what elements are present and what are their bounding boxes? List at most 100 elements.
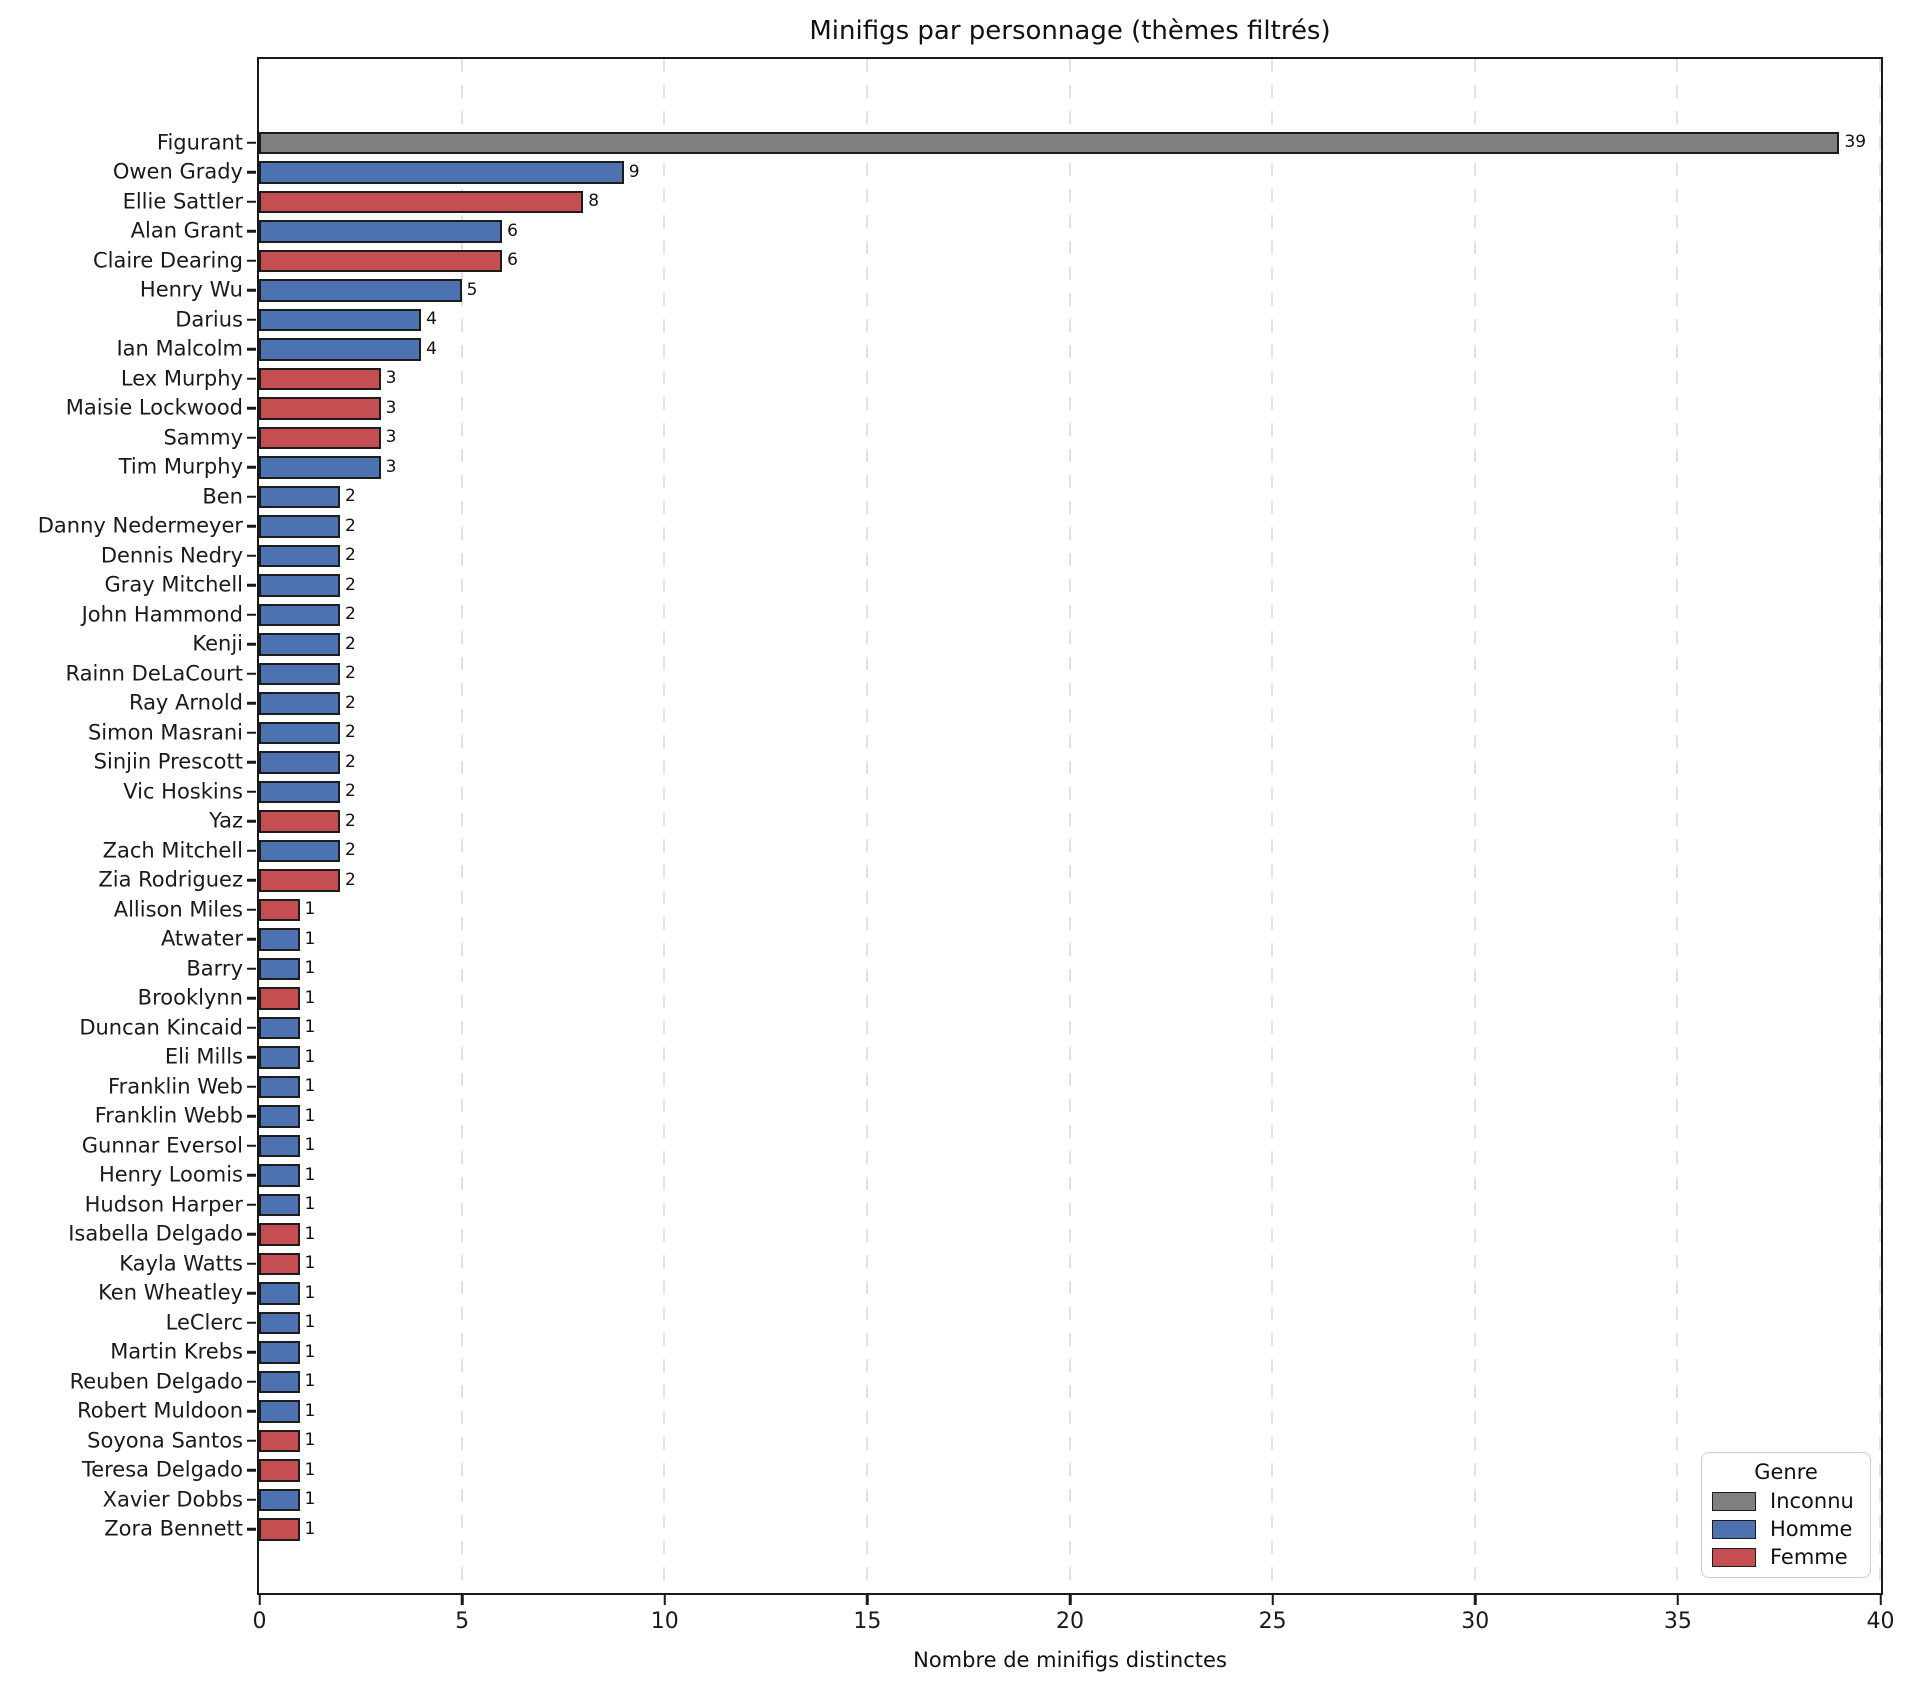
bar	[259, 308, 422, 331]
category-label: Gray Mitchell	[104, 572, 243, 597]
x-tick-mark	[460, 1595, 464, 1605]
bar-value-label: 1	[304, 1459, 316, 1480]
legend: Genre Inconnu Homme Femme	[1701, 1452, 1871, 1578]
category-label: Owen Grady	[112, 159, 243, 184]
bar	[259, 515, 341, 538]
bar-row: Kayla Watts 1	[119, 1249, 1881, 1279]
bar	[259, 1400, 300, 1423]
bar-value-label: 1	[304, 1017, 316, 1038]
bar-value-label: 9	[628, 161, 640, 182]
bar-row: Duncan Kincaid 1	[79, 1013, 1881, 1043]
chart-title: Minifigs par personnage (thèmes filtrés)	[809, 16, 1331, 46]
bar-row: Yaz 2	[209, 807, 1881, 837]
bar-value-label: 1	[304, 1164, 316, 1185]
gridline	[663, 59, 666, 1593]
bar-row: Teresa Delgado 1	[82, 1456, 1881, 1486]
bar	[259, 1252, 300, 1275]
y-tick-mark	[247, 1469, 256, 1472]
bar-value-label: 2	[345, 692, 356, 713]
bar	[259, 279, 462, 302]
category-label: Barry	[186, 956, 243, 981]
bar-row: Danny Nedermeyer 2	[38, 512, 1881, 542]
category-label: Atwater	[160, 926, 243, 951]
bar	[259, 633, 341, 656]
category-label: Claire Dearing	[92, 248, 243, 273]
category-label: Tim Murphy	[118, 454, 243, 479]
bar	[259, 692, 341, 715]
y-tick-mark	[247, 1262, 256, 1265]
bar-row: Owen Grady 9	[113, 158, 1881, 188]
y-tick-mark	[247, 1056, 256, 1059]
x-tick-mark	[1271, 1595, 1274, 1605]
bar-value-label: 1	[304, 1400, 316, 1421]
bar-value-label: 1	[304, 1518, 316, 1539]
y-tick-mark	[247, 1498, 256, 1501]
category-label: Danny Nedermeyer	[37, 513, 243, 538]
bar	[259, 1341, 300, 1364]
bar-row: Simon Masrani 2	[88, 718, 1881, 748]
bar-value-label: 39	[1844, 132, 1867, 153]
bar-value-label: 2	[345, 840, 356, 861]
gridline	[1473, 59, 1476, 1593]
bar-row: Sinjin Prescott 2	[94, 748, 1881, 778]
bar	[259, 1282, 300, 1305]
category-label: Isabella Delgado	[68, 1221, 243, 1246]
bar-row: John Hammond 2	[82, 600, 1881, 630]
x-tick-label: 40	[1866, 1609, 1895, 1634]
legend-label-homme: Homme	[1770, 1517, 1853, 1541]
bar	[259, 987, 300, 1010]
x-axis-title: Nombre de minifigs distinctes	[913, 1648, 1227, 1672]
category-label: Kenji	[192, 631, 243, 656]
bar-row: Brooklynn 1	[138, 984, 1881, 1014]
legend-swatch-femme	[1712, 1548, 1756, 1567]
category-label: Kayla Watts	[119, 1251, 243, 1276]
y-tick-mark	[247, 1174, 256, 1177]
category-label: Ian Malcolm	[116, 336, 243, 361]
bar-row: LeClerc 1	[166, 1308, 1881, 1338]
bar-value-label: 1	[304, 1105, 316, 1126]
category-label: Reuben Delgado	[69, 1369, 243, 1394]
bar	[259, 544, 341, 567]
x-tick-mark	[866, 1595, 869, 1605]
y-tick-mark	[247, 525, 256, 528]
gridline	[460, 59, 463, 1593]
bar	[259, 1134, 300, 1157]
bar-row: Isabella Delgado 1	[68, 1220, 1881, 1250]
bar	[259, 957, 300, 980]
bar-value-label: 1	[304, 987, 316, 1008]
bar	[259, 751, 341, 774]
bar-row: Sammy 3	[163, 423, 1881, 453]
category-label: Lex Murphy	[120, 366, 243, 391]
x-tick-mark	[1879, 1595, 1882, 1605]
bar-value-label: 1	[304, 1341, 316, 1362]
bar	[259, 1193, 300, 1216]
category-label: Vic Hoskins	[123, 779, 243, 804]
bar-value-label: 2	[345, 751, 356, 772]
x-tick-mark	[1676, 1595, 1680, 1605]
bar	[259, 1459, 300, 1482]
y-tick-mark	[247, 731, 256, 734]
bar-row: Atwater 1	[161, 925, 1881, 955]
y-tick-mark	[247, 1351, 256, 1354]
x-tick-label: 25	[1258, 1609, 1287, 1634]
bar-value-label: 1	[304, 1253, 316, 1274]
y-tick-mark	[247, 908, 256, 911]
x-tick-label: 20	[1056, 1609, 1084, 1634]
y-tick-mark	[247, 820, 256, 823]
bar-value-label: 1	[304, 1223, 316, 1244]
y-tick-mark	[247, 200, 256, 203]
y-tick-mark	[247, 436, 256, 439]
bar	[259, 574, 341, 597]
category-label: Xavier Dobbs	[102, 1487, 243, 1512]
bar-value-label: 2	[345, 604, 356, 625]
y-tick-mark	[247, 1292, 256, 1295]
bar	[259, 131, 1840, 154]
gridline	[1068, 59, 1071, 1593]
bar	[259, 190, 584, 213]
bar-row: Martin Krebs 1	[110, 1338, 1881, 1368]
y-tick-mark	[247, 1528, 256, 1531]
bar	[259, 1518, 300, 1541]
bar	[259, 1223, 300, 1246]
bar-row: Figurant 39	[157, 128, 1881, 158]
